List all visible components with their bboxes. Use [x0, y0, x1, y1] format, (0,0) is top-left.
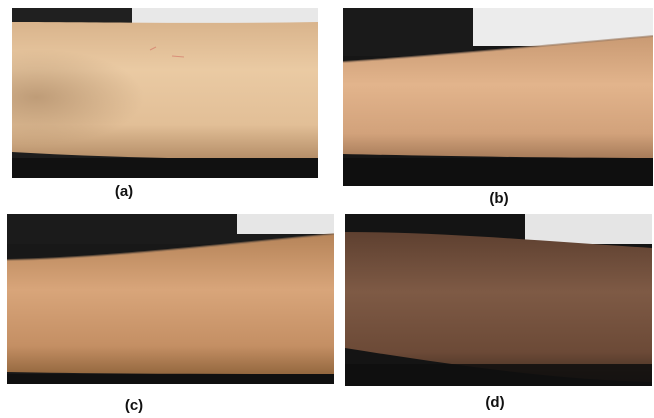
forearm-photo-b	[343, 8, 653, 186]
caption-d: (d)	[485, 394, 505, 411]
caption-c: (c)	[124, 397, 144, 414]
forearm-photo-c	[7, 214, 334, 384]
caption-a: (a)	[114, 183, 134, 200]
forearm-photo-a	[12, 8, 318, 178]
caption-b: (b)	[489, 190, 509, 207]
forearm-photo-d	[345, 214, 652, 386]
